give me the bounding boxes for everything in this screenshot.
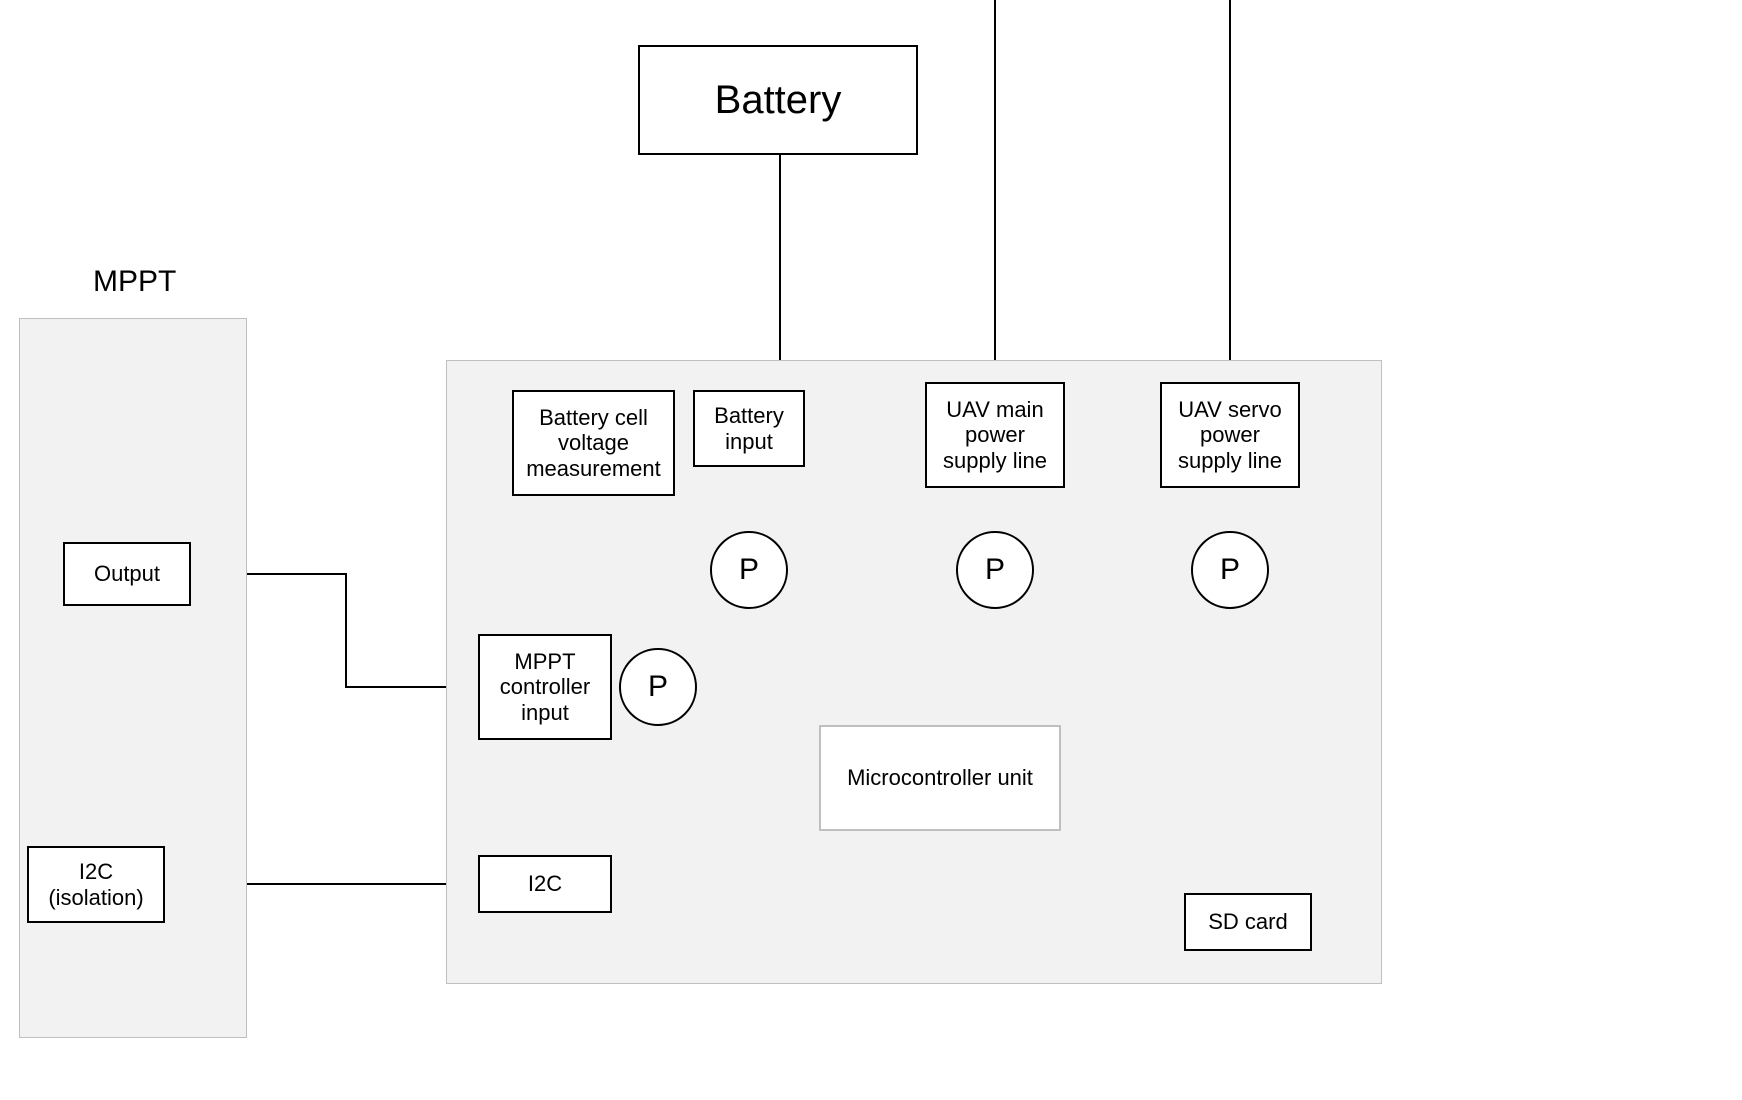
p-node-p_mppt: P	[619, 648, 697, 726]
node-label: MPPT controller input	[500, 649, 590, 725]
p-node-label: P	[739, 553, 759, 587]
diagram-canvas: P P P P Battery Battery cell voltage measurem…	[0, 0, 1742, 1100]
label-mppt_heading: MPPT	[93, 265, 176, 299]
container-mppt	[19, 318, 247, 1038]
node-battery: Battery	[638, 45, 918, 155]
node-label: I2C	[528, 871, 562, 896]
node-mcu: Microcontroller unit	[819, 725, 1061, 831]
node-label: Battery cell voltage measurement	[526, 405, 661, 481]
node-i2c_iso: I2C (isolation)	[27, 846, 165, 923]
node-cellmeas: Battery cell voltage measurement	[512, 390, 675, 496]
p-node-label: P	[1220, 553, 1240, 587]
node-label: SD card	[1208, 909, 1287, 934]
node-sd: SD card	[1184, 893, 1312, 951]
node-i2c: I2C	[478, 855, 612, 913]
p-node-p_main: P	[956, 531, 1034, 609]
p-node-p_batt: P	[710, 531, 788, 609]
node-uavservo: UAV servo power supply line	[1160, 382, 1300, 488]
node-label: Output	[94, 561, 160, 586]
node-label: UAV servo power supply line	[1178, 397, 1282, 473]
node-label: Battery input	[714, 403, 784, 454]
node-uavmain: UAV main power supply line	[925, 382, 1065, 488]
node-battin: Battery input	[693, 390, 805, 467]
p-node-p_servo: P	[1191, 531, 1269, 609]
node-label: Battery	[715, 77, 842, 123]
node-label: I2C (isolation)	[48, 859, 143, 910]
node-label: UAV main power supply line	[943, 397, 1047, 473]
p-node-label: P	[985, 553, 1005, 587]
node-output: Output	[63, 542, 191, 606]
node-mpptin: MPPT controller input	[478, 634, 612, 740]
node-label: Microcontroller unit	[847, 765, 1033, 790]
p-node-label: P	[648, 670, 668, 704]
